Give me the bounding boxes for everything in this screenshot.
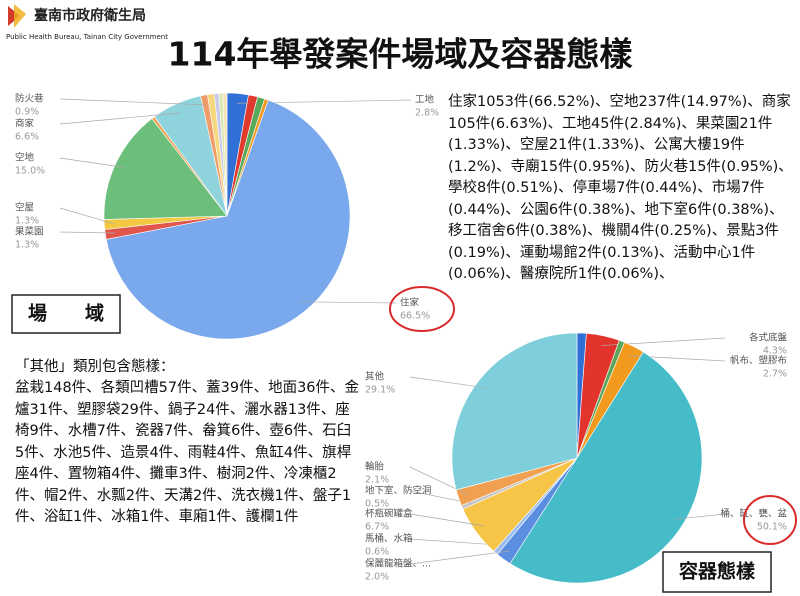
- slice-label: 桶、缸、甕、盆: [720, 508, 787, 520]
- leader-line: [674, 513, 726, 520]
- slice-label: 住家: [400, 297, 420, 309]
- slice-value: 1.3%: [15, 240, 39, 251]
- leader-line: [59, 231, 116, 234]
- pie-slice: [451, 332, 578, 491]
- pie-slice: [105, 99, 351, 340]
- org-name: 臺南市政府衛生局: [34, 7, 146, 24]
- venue-text: 住家1053件(66.52%)、空地237件(14.97%)、商家105件(6.…: [448, 94, 793, 282]
- slice-value: 6.6%: [15, 132, 39, 143]
- slice-label: 帆布、塑膠布: [730, 355, 787, 367]
- pie-slice: [222, 92, 228, 217]
- highlight-circle: [389, 286, 455, 332]
- slice-value: 50.1%: [757, 522, 787, 533]
- slice-value: 2.1%: [365, 475, 389, 486]
- slice-label: 其他: [365, 371, 385, 383]
- slice-value: 66.5%: [400, 311, 430, 322]
- leader-line: [59, 98, 206, 106]
- slice-label: 空地: [15, 152, 35, 164]
- leader-line: [300, 301, 397, 304]
- slice-label: 果菜園: [15, 226, 44, 238]
- leader-line: [59, 112, 181, 125]
- slice-value: 1.3%: [15, 216, 39, 227]
- slice-value: 0.6%: [365, 547, 389, 558]
- slice-label: 商家: [15, 118, 35, 130]
- slice-label: 馬桶、水箱: [365, 533, 413, 545]
- leader-line: [409, 550, 510, 565]
- org-name-en: Public Health Bureau, Tainan City Govern…: [6, 33, 168, 41]
- slide-title: 114年舉發案件場域及容器態樣: [168, 35, 634, 74]
- slice-value: 0.5%: [365, 499, 389, 510]
- other-text: 盆栽148件、各類凹槽57件、蓋39件、地面36件、金爐31件、塑膠袋29件、鍋…: [15, 380, 360, 525]
- slice-value: 2.0%: [365, 572, 389, 583]
- slice-value: 6.7%: [365, 522, 389, 533]
- slice-value: 4.3%: [763, 346, 787, 357]
- leader-line: [409, 466, 469, 495]
- slice-label: 輪胎: [365, 461, 385, 473]
- label-box: [11, 294, 121, 334]
- slice-value: 2.7%: [763, 369, 787, 380]
- slice-label: 工地: [415, 94, 435, 106]
- slice-value: 29.1%: [365, 385, 395, 396]
- slice-label: 各式底盤: [749, 332, 788, 344]
- label-box: [662, 551, 772, 593]
- slice-value: 15.0%: [15, 166, 45, 177]
- leader-line: [59, 157, 125, 168]
- slice-label: 保麗龍箱盤、...: [365, 558, 431, 570]
- other-title: 「其他」類別包含態樣：: [15, 359, 175, 375]
- slice-value: 2.8%: [415, 108, 439, 119]
- leader-line: [409, 376, 486, 389]
- leader-line: [59, 207, 115, 225]
- logo-icon: [8, 4, 26, 28]
- pie-slice: [509, 351, 703, 584]
- highlight-circle: [743, 495, 797, 545]
- chart-title: 容器態樣: [679, 560, 756, 583]
- slice-label: 杯瓶碗罐盒: [365, 508, 413, 520]
- chart-title: 場 域: [28, 302, 104, 325]
- slice-label: 防火巷: [15, 93, 44, 105]
- slice-label: 空屋: [15, 202, 34, 214]
- leader-line: [409, 513, 485, 527]
- pie-slice: [103, 118, 228, 220]
- slice-label: 地下室、防空洞: [365, 485, 432, 497]
- slice-value: 0.9%: [15, 107, 39, 118]
